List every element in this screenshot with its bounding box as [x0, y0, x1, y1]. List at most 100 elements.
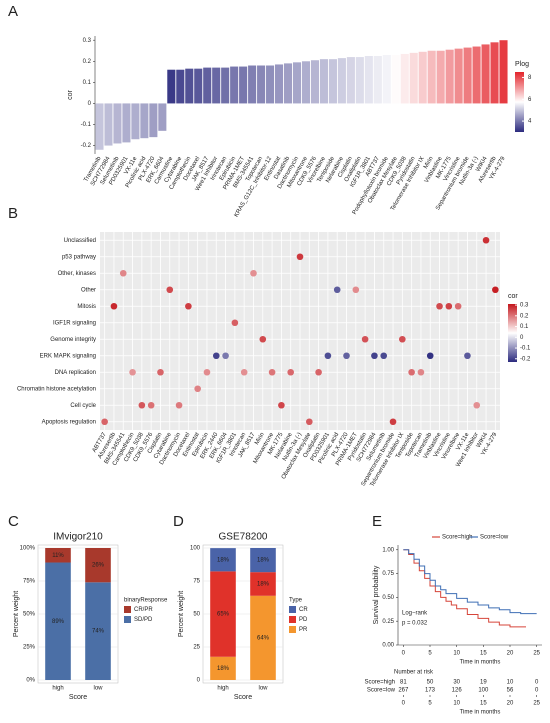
x-tick-label: 5 — [428, 701, 432, 707]
y-tick-label: 100% — [20, 546, 36, 552]
y-tick-label: 0 — [88, 101, 92, 107]
legend-key — [289, 626, 296, 633]
dot — [175, 401, 183, 409]
dot — [129, 368, 136, 376]
bar — [167, 69, 176, 104]
y-axis-label: Percent weight — [178, 591, 185, 637]
value-label: 89% — [52, 619, 65, 625]
y-tick-label: Mitosis — [77, 304, 96, 310]
y-tick-label: 50% — [23, 612, 36, 618]
bar — [140, 103, 149, 139]
dot — [426, 352, 434, 360]
dot — [119, 269, 127, 277]
bar — [176, 69, 185, 104]
dot — [185, 302, 192, 310]
value-label: 18% — [257, 558, 270, 564]
annotation: p = 0.032 — [402, 621, 428, 627]
value-label: 64% — [257, 635, 270, 641]
bar — [337, 58, 346, 104]
bar — [122, 103, 131, 143]
y-tick-label: 75% — [23, 579, 36, 585]
panel-letter: B — [8, 205, 18, 222]
dot — [324, 352, 332, 360]
dot — [250, 269, 257, 277]
x-tick-label: 25 — [533, 651, 540, 657]
bar-segment — [250, 548, 276, 573]
annotation: Log−rank — [402, 611, 428, 617]
survival-curve — [403, 549, 537, 615]
y-tick-label: IGF1R signaling — [53, 320, 96, 326]
legend-title: Plog — [515, 61, 529, 68]
value-label: 74% — [92, 629, 105, 635]
bar — [382, 54, 391, 104]
bar — [257, 65, 266, 104]
bar — [418, 51, 427, 104]
dot — [371, 352, 378, 360]
bar — [149, 103, 158, 138]
risk-value: 50 — [427, 680, 434, 686]
color-bar — [508, 304, 517, 362]
color-tick-label: 6 — [528, 97, 532, 103]
y-tick-label: Cell cycle — [70, 403, 96, 409]
dot — [352, 286, 360, 294]
risk-title: Number at risk — [394, 670, 434, 676]
y-tick-label: ERK MAPK signaling — [40, 353, 96, 359]
bar — [373, 56, 382, 104]
dot — [101, 418, 108, 426]
color-tick-label: 0.2 — [520, 313, 529, 319]
y-tick-label: 0% — [26, 678, 35, 684]
legend-label: PR — [299, 627, 308, 633]
dot — [147, 401, 155, 409]
bar — [472, 46, 481, 104]
legend-label: Score=high — [442, 535, 473, 541]
x-tick-label: 0 — [402, 651, 406, 657]
y-tick-label: 0.25 — [382, 619, 394, 625]
dot — [157, 368, 164, 376]
bar — [427, 50, 436, 104]
bar-segment — [210, 548, 236, 572]
dot — [278, 401, 285, 409]
bar — [409, 52, 418, 104]
bar — [310, 60, 320, 104]
bar — [454, 48, 463, 104]
x-tick-label: low — [258, 686, 268, 692]
x-tick-label: 15 — [480, 651, 487, 657]
x-tick-label: 15 — [480, 701, 487, 707]
dot — [110, 302, 118, 310]
y-tick-label: 0.3 — [83, 38, 92, 44]
color-tick-label: 0 — [520, 335, 524, 341]
bar — [185, 68, 194, 104]
bar-segment — [210, 656, 236, 680]
bar — [301, 61, 311, 104]
value-label: 18% — [217, 666, 230, 672]
bar-segment — [45, 562, 71, 680]
value-label: 26% — [92, 563, 105, 569]
y-tick-label: 0.75 — [382, 571, 394, 577]
color-tick-label: 0.1 — [520, 324, 529, 330]
color-bar — [515, 72, 524, 132]
y-tick-label: -0.1 — [81, 122, 92, 128]
bar — [104, 103, 113, 146]
bar — [230, 66, 239, 104]
legend-key — [289, 606, 296, 613]
bar — [481, 44, 490, 104]
value-label: 18% — [217, 557, 230, 563]
bar — [319, 59, 328, 104]
value-label: 18% — [257, 582, 270, 588]
y-axis-label: cor — [67, 89, 74, 99]
bar — [283, 63, 293, 104]
dot — [380, 352, 388, 360]
x-tick-label: 20 — [507, 651, 514, 657]
y-tick-label: 0.50 — [382, 595, 394, 601]
bar-segment — [210, 571, 236, 657]
bar — [346, 57, 355, 104]
panel-letter: A — [8, 3, 18, 20]
color-tick-label: 8 — [528, 75, 532, 81]
bar — [490, 42, 499, 104]
value-label: 11% — [52, 553, 64, 559]
color-tick-label: 0.3 — [520, 303, 529, 309]
dot — [240, 368, 248, 376]
y-tick-label: 1.00 — [382, 547, 394, 553]
bar — [95, 103, 104, 150]
bar — [113, 103, 122, 144]
